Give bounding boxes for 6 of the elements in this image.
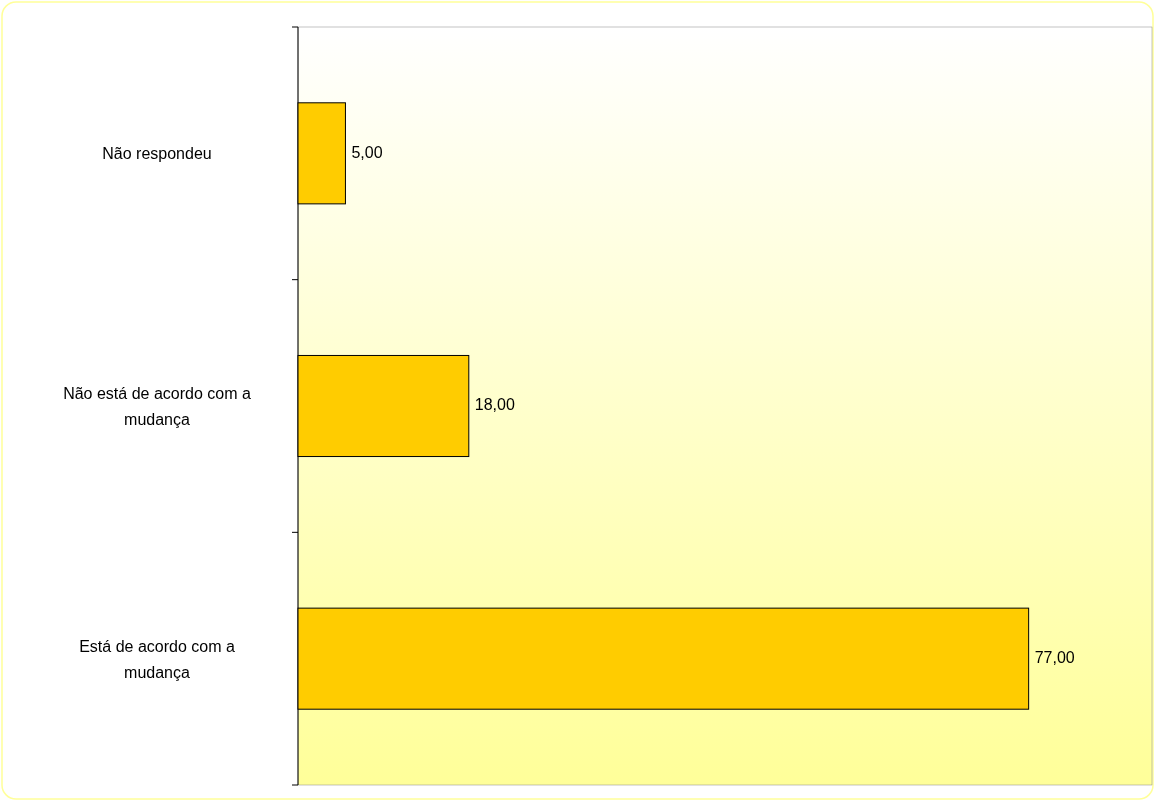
data-label: 77,00 — [1034, 648, 1075, 666]
y-tick-label: Não respondeu — [102, 145, 212, 163]
y-tick-label: Não está de acordo com a mudança — [63, 385, 251, 428]
data-label: 5,00 — [351, 143, 383, 161]
data-label: 18,00 — [474, 396, 515, 414]
y-tick-label: Está de acordo com a mudança — [79, 637, 235, 681]
